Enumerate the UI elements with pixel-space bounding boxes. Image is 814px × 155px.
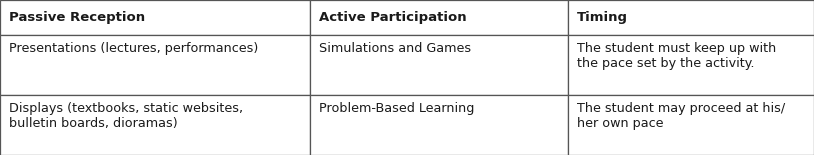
Bar [0,95,310,155]
Text: Problem-Based Learning: Problem-Based Learning [319,102,475,115]
Text: Displays (textbooks, static websites,
bulletin boards, dioramas): Displays (textbooks, static websites, bu… [9,102,243,130]
Text: Presentations (lectures, performances): Presentations (lectures, performances) [9,42,258,55]
Bar [568,0,814,35]
Bar [0,0,310,35]
Bar [310,95,568,155]
Bar [568,95,814,155]
Text: Timing: Timing [577,11,628,24]
Bar [0,35,310,95]
Text: The student may proceed at his/
her own pace: The student may proceed at his/ her own … [577,102,786,130]
Text: Passive Reception: Passive Reception [9,11,145,24]
Bar [310,0,568,35]
Bar [568,35,814,95]
Text: The student must keep up with
the pace set by the activity.: The student must keep up with the pace s… [577,42,777,70]
Text: Active Participation: Active Participation [319,11,466,24]
Text: Simulations and Games: Simulations and Games [319,42,471,55]
Bar [310,35,568,95]
